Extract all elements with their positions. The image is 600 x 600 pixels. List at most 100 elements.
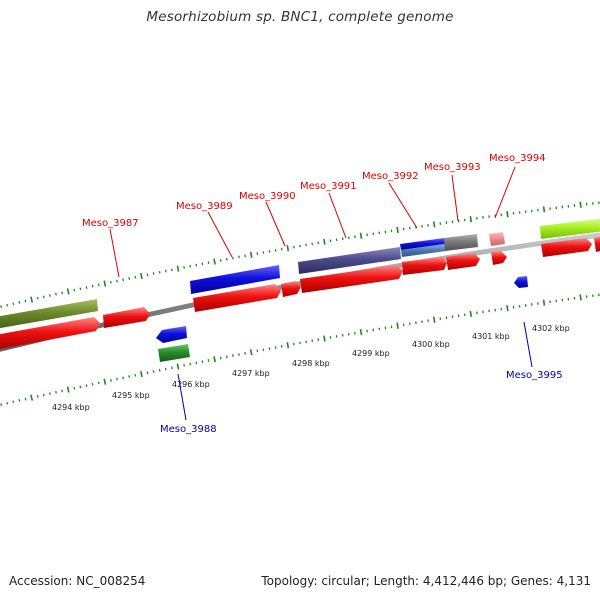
scale-tick: [48, 294, 51, 297]
cds-arrow: [0, 317, 100, 350]
scale-tick: [55, 292, 57, 296]
map-title: Mesorhizobium sp. BNC1, complete genome: [146, 9, 454, 25]
cds-arrow: [103, 307, 150, 328]
scale-tick: [97, 381, 100, 385]
scale-tick: [122, 278, 125, 282]
scale-tick: [103, 280, 107, 287]
gene-label-meso-3995: Meso_3995: [506, 370, 563, 381]
feature-pink-3994: [489, 232, 505, 246]
cds-arrow: [446, 253, 480, 270]
scale-tick: [61, 389, 64, 393]
scale-tick: [42, 393, 45, 397]
scale-tick: [6, 303, 9, 307]
cds-arrow: [193, 284, 281, 312]
scale-tick: [146, 371, 149, 375]
scale-tick: [55, 390, 57, 394]
gene-label-meso-3987: Meso_3987: [82, 218, 139, 229]
scale-tick: [469, 216, 472, 223]
scale-label-4297: 4297 kbp: [232, 369, 270, 378]
reverse-arrow-blue: [514, 276, 528, 288]
callout-line: [388, 182, 418, 229]
gene-label-meso-3994: Meso_3994: [489, 153, 546, 164]
callout-line: [109, 228, 120, 278]
scale-tick: [97, 283, 100, 287]
cds-arrow: [491, 251, 507, 265]
scale-tick: [85, 286, 88, 289]
callout-line: [494, 166, 516, 219]
feature-lime: [540, 218, 600, 239]
scale-label-4302: 4302 kbp: [532, 324, 570, 333]
scale-tick: [134, 373, 137, 377]
scale-tick: [396, 226, 399, 234]
scale-tick: [359, 328, 363, 336]
scale-label-4299: 4299 kbp: [352, 349, 390, 358]
scale-tick: [0, 305, 3, 308]
reverse-feature-row: [156, 276, 528, 362]
scale-tick: [109, 379, 112, 382]
scale-tick: [116, 377, 118, 381]
scale-tick: [48, 392, 51, 395]
callout-line: [265, 201, 286, 247]
scale-tick: [128, 277, 131, 280]
scale-tick: [42, 295, 45, 299]
accession-label: Accession: NC_008254: [9, 574, 146, 588]
scale-tick: [249, 251, 253, 258]
scale-tick: [0, 403, 3, 406]
scale-tick: [18, 301, 21, 304]
scale-tick: [128, 375, 131, 378]
scale-tick: [12, 400, 15, 404]
gene-label-meso-3988: Meso_3988: [160, 424, 217, 435]
scale-tick: [213, 258, 216, 265]
scale-tick: [85, 384, 88, 388]
scale-label-4300: 4300 kbp: [412, 340, 450, 349]
gene-label-meso-3991: Meso_3991: [300, 181, 357, 192]
genome-summary: Topology: circular; Length: 4,412,446 bp…: [261, 574, 591, 588]
scale-tick: [66, 288, 70, 295]
callout-line: [177, 373, 187, 421]
scale-tick: [73, 288, 76, 292]
scale-tick: [433, 221, 436, 228]
cds-arrow: [594, 236, 600, 252]
forward-cds-row: [0, 236, 600, 350]
feature-green-3988: [158, 344, 190, 362]
feature-purple-3991: [298, 247, 401, 274]
feature-blue-3989: [190, 265, 280, 294]
callout-line: [451, 174, 459, 222]
gene-labels: Meso_3987 Meso_3988 Meso_3989 Meso_3990 …: [82, 153, 563, 435]
scale-tick: [506, 210, 509, 218]
callout-line: [523, 321, 533, 368]
callout-lines: [109, 166, 533, 421]
scale-tick: [213, 356, 216, 363]
scale-tick: [432, 316, 436, 323]
scale-label-4298: 4298 kbp: [292, 359, 330, 368]
scale-tick: [109, 280, 112, 284]
scale-tick: [36, 394, 39, 398]
outer-tick-ring: [0, 201, 600, 308]
scale-tick: [323, 238, 326, 245]
callout-line: [207, 211, 233, 258]
feature-gray-3993: [444, 234, 478, 251]
scale-tick: [122, 376, 125, 380]
scale-tick: [323, 335, 326, 342]
scale-tick: [249, 349, 253, 356]
callout-line: [328, 192, 347, 239]
scale-tick: [469, 310, 473, 317]
scale-label-4296: 4296 kbp: [172, 380, 210, 389]
scale-tick: [506, 305, 509, 312]
scale-label-4301: 4301 kbp: [472, 332, 510, 341]
feature-steel-3992: [401, 244, 446, 257]
cds-arrow: [541, 238, 592, 257]
genome-backbone: [0, 232, 600, 352]
scale-tick: [91, 382, 94, 386]
scale-label-4294: 4294 kbp: [52, 403, 90, 412]
gene-label-meso-3989: Meso_3989: [176, 201, 233, 212]
scale-tick: [286, 342, 290, 349]
forward-feature-row: [0, 218, 600, 329]
cds-arrow: [402, 257, 447, 275]
cds-arrow: [300, 265, 403, 293]
scale-tick: [91, 284, 94, 288]
scale-tick: [579, 201, 582, 208]
scale-tick: [396, 322, 399, 329]
scale-tick: [158, 368, 161, 372]
